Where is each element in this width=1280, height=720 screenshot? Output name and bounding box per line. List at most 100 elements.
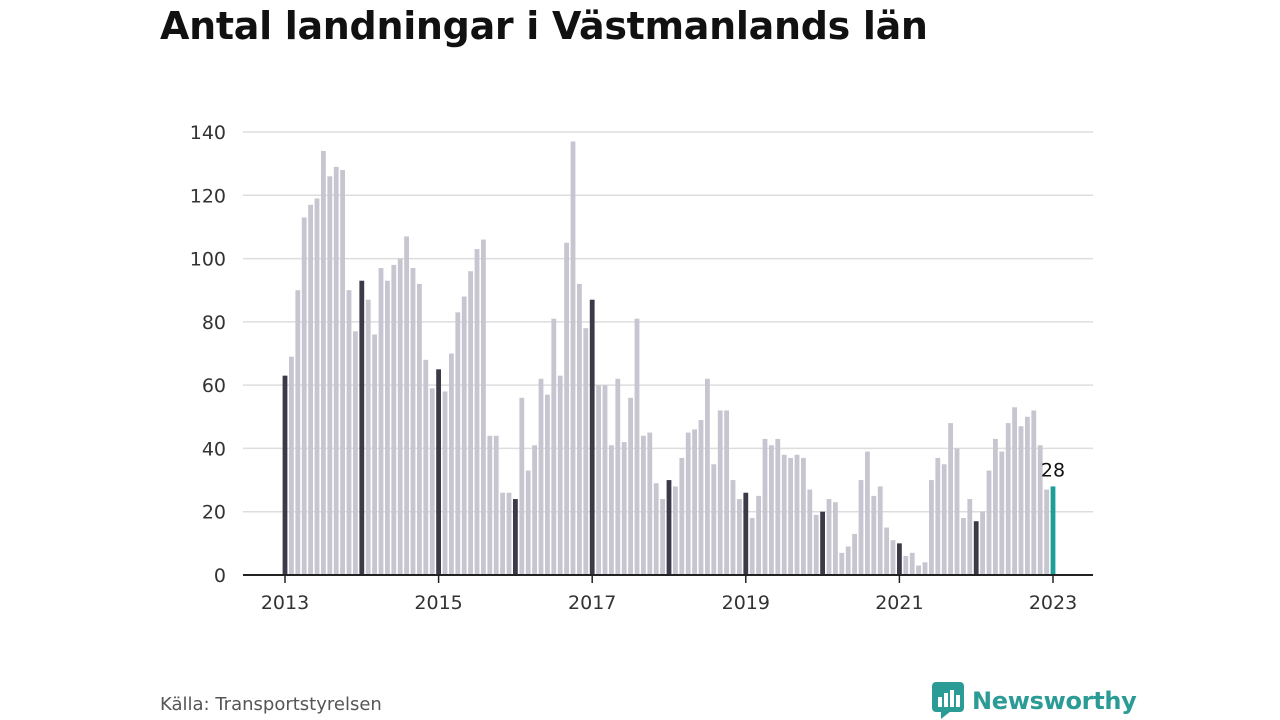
bar xyxy=(474,249,480,575)
bar xyxy=(903,556,909,575)
bar xyxy=(973,521,979,575)
bar xyxy=(813,514,819,575)
bar xyxy=(423,359,429,575)
bar xyxy=(583,328,589,575)
bars xyxy=(282,141,1056,576)
bar xyxy=(717,410,723,575)
bar xyxy=(628,397,633,575)
bar xyxy=(679,457,685,575)
bar xyxy=(986,470,992,575)
x-tick-label: 2021 xyxy=(875,592,923,614)
chart-title: Antal landningar i Västmanlands län xyxy=(160,4,928,48)
bar xyxy=(455,312,461,575)
bar xyxy=(922,562,928,575)
bar xyxy=(666,480,672,575)
x-tick-label: 2023 xyxy=(1029,592,1077,614)
bar xyxy=(794,454,800,575)
x-tick-label: 2017 xyxy=(568,592,616,614)
bar xyxy=(826,499,832,575)
y-tick-label: 140 xyxy=(190,122,226,144)
bar xyxy=(769,445,774,575)
x-tick-label: 2015 xyxy=(414,592,462,614)
y-tick-label: 100 xyxy=(190,249,226,271)
bar xyxy=(929,480,934,575)
x-axis-ticks xyxy=(284,575,1054,583)
bar xyxy=(410,268,416,575)
bar xyxy=(301,217,307,575)
bar xyxy=(314,198,320,575)
bar xyxy=(372,334,377,575)
brand-logo[interactable]: Newsworthy xyxy=(932,682,1137,720)
bar xyxy=(621,442,627,575)
bar xyxy=(500,492,505,575)
bar xyxy=(602,385,608,575)
bar xyxy=(308,204,313,575)
bar xyxy=(801,457,806,575)
bar xyxy=(711,464,717,575)
bar xyxy=(327,176,333,576)
bar xyxy=(378,268,384,575)
source-note: Källa: Transportstyrelsen xyxy=(160,694,382,715)
bar xyxy=(577,283,582,575)
bar xyxy=(877,486,883,575)
bar xyxy=(353,331,358,575)
bar xyxy=(449,353,454,575)
bar xyxy=(705,378,710,575)
bar xyxy=(589,299,595,575)
bar xyxy=(564,242,569,575)
bar xyxy=(845,546,851,575)
bar xyxy=(685,432,691,575)
bar xyxy=(1025,416,1030,575)
bar xyxy=(340,169,345,575)
bar xyxy=(884,527,889,575)
bar xyxy=(1037,445,1043,575)
bar xyxy=(852,533,857,575)
x-tick-label: 2013 xyxy=(261,592,309,614)
y-tick-label: 20 xyxy=(202,502,226,524)
bar xyxy=(551,318,557,575)
bar xyxy=(397,258,403,575)
y-axis-labels: 0 20 40 60 80 100 120 140 xyxy=(190,122,226,587)
bar xyxy=(519,397,525,575)
bar xyxy=(391,264,397,575)
bar xyxy=(513,499,518,575)
bar xyxy=(321,150,326,576)
bar xyxy=(493,435,499,575)
bar xyxy=(365,299,371,575)
y-tick-label: 120 xyxy=(190,185,226,207)
bar xyxy=(481,239,486,575)
bar xyxy=(916,565,921,575)
highlight-value-label: 28 xyxy=(1041,459,1065,481)
bar xyxy=(647,432,653,575)
bar xyxy=(762,438,768,575)
bar xyxy=(781,454,787,575)
bar xyxy=(788,457,793,575)
bar xyxy=(730,480,736,575)
bar xyxy=(756,495,761,575)
y-tick-label: 40 xyxy=(202,438,226,460)
y-tick-label: 0 xyxy=(214,565,226,587)
bar xyxy=(653,483,659,575)
y-tick-label: 60 xyxy=(202,375,226,397)
bar xyxy=(557,375,563,575)
bar xyxy=(807,489,813,575)
bar xyxy=(468,271,473,575)
bar xyxy=(436,369,441,575)
bar xyxy=(417,283,422,575)
x-axis-labels: 2013 2015 2017 2019 2021 2023 xyxy=(261,592,1077,614)
bar xyxy=(346,290,352,575)
bar xyxy=(961,518,966,575)
bar xyxy=(660,499,665,575)
highlight-bar xyxy=(1050,486,1056,575)
bar xyxy=(404,236,409,576)
brand-name: Newsworthy xyxy=(972,687,1137,715)
bar xyxy=(909,552,915,575)
bar xyxy=(692,429,697,575)
bar xyxy=(545,394,550,575)
bar xyxy=(698,419,704,575)
bar xyxy=(858,480,864,575)
bar xyxy=(525,470,531,575)
bar xyxy=(282,375,288,575)
bar xyxy=(993,438,998,575)
bar xyxy=(749,518,755,575)
